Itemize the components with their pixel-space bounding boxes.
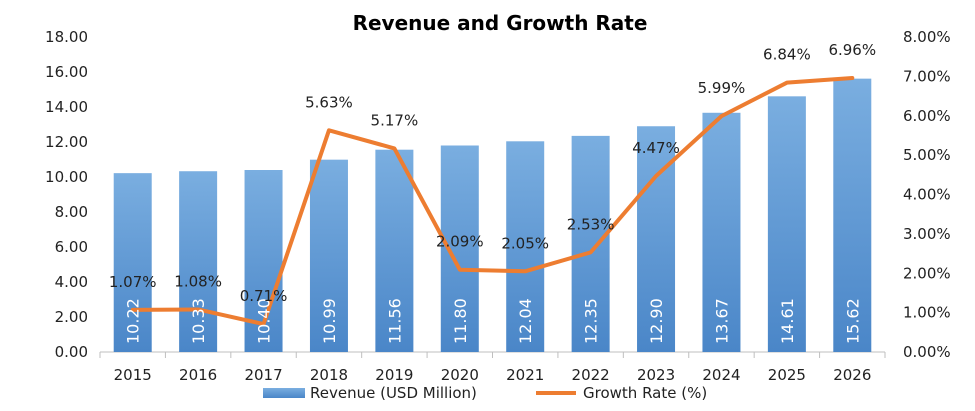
revenue-bar [833,78,872,353]
x-axis-category-label: 2020 [441,366,479,384]
revenue-bar [179,171,218,352]
revenue-bar [113,173,152,352]
x-axis-category-label: 2018 [310,366,348,384]
legend-swatch-revenue [263,388,305,398]
growth-rate-label: 1.08% [174,272,222,290]
growth-rate-line [130,75,855,327]
revenue-bar [767,96,806,352]
revenue-bar-label: 10.33 [189,298,208,344]
revenue-bar [375,149,414,352]
growth-rate-label: 2.09% [436,233,484,251]
revenue-bar-label: 11.80 [451,298,470,344]
left-axis-tick-label: 18.00 [45,28,88,46]
revenue-bar-label: 14.61 [778,298,797,344]
growth-rate-label: 4.47% [632,139,680,157]
left-axis-tick-label: 4.00 [55,273,88,291]
revenue-bar-label: 12.35 [582,298,601,344]
growth-rate-label: 1.07% [109,273,157,291]
left-axis-tick-label: 12.00 [45,133,88,151]
left-axis-tick-label: 0.00 [55,343,88,361]
left-axis-tick-label: 10.00 [45,168,88,186]
growth-rate-label: 5.17% [371,111,419,129]
right-axis-tick-label: 7.00% [903,67,951,85]
x-axis-category-label: 2024 [702,366,740,384]
growth-rate-label: 6.96% [828,41,876,59]
x-axis-category-label: 2021 [506,366,544,384]
revenue-bar [506,141,545,352]
legend-label-revenue: Revenue (USD Million) [310,384,477,402]
growth-rate-label: 5.99% [698,79,746,97]
right-axis-tick-label: 5.00% [903,146,951,164]
revenue-bar-label: 15.62 [843,298,862,344]
revenue-bar [571,135,610,352]
revenue-bar [309,159,348,352]
revenue-bar [702,112,741,353]
growth-rate-label: 2.05% [501,234,549,252]
revenue-bar-label: 12.90 [647,298,666,344]
right-axis-tick-label: 0.00% [903,343,951,361]
x-axis-category-label: 2026 [833,366,871,384]
left-axis-tick-label: 2.00 [55,308,88,326]
right-axis-tick-label: 4.00% [903,186,951,204]
right-axis-tick-label: 6.00% [903,107,951,125]
revenue-bar-label: 10.40 [255,298,274,344]
legend-label-growth: Growth Rate (%) [583,384,707,402]
x-axis-category-label: 2019 [375,366,413,384]
growth-rate-label: 2.53% [567,215,615,233]
right-axis-tick-label: 2.00% [903,264,951,282]
x-axis-category-label: 2022 [572,366,610,384]
left-axis-tick-label: 8.00 [55,203,88,221]
revenue-bar-label: 10.99 [320,298,339,344]
x-axis-category-label: 2023 [637,366,675,384]
growth-rate-label: 5.63% [305,93,353,111]
x-axis-category-label: 2017 [244,366,282,384]
revenue-bar-label: 10.22 [124,298,143,344]
chart-title: Revenue and Growth Rate [353,11,648,35]
left-axis-tick-label: 16.00 [45,63,88,81]
right-axis-tick-label: 1.00% [903,304,951,322]
x-axis-category-label: 2015 [114,366,152,384]
revenue-bar-label: 13.67 [712,298,731,344]
right-axis-tick-label: 8.00% [903,28,951,46]
growth-rate-label: 0.71% [240,287,288,305]
revenue-bar-label: 12.04 [516,298,535,344]
revenue-bar-label: 11.56 [385,298,404,344]
legend: Revenue (USD Million) Growth Rate (%) [263,384,707,402]
left-axis-tick-label: 14.00 [45,98,88,116]
x-axis-category-label: 2025 [768,366,806,384]
right-axis-tick-label: 3.00% [903,225,951,243]
x-axis-category-label: 2016 [179,366,217,384]
left-axis-tick-label: 6.00 [55,238,88,256]
growth-rate-label: 6.84% [763,46,811,64]
